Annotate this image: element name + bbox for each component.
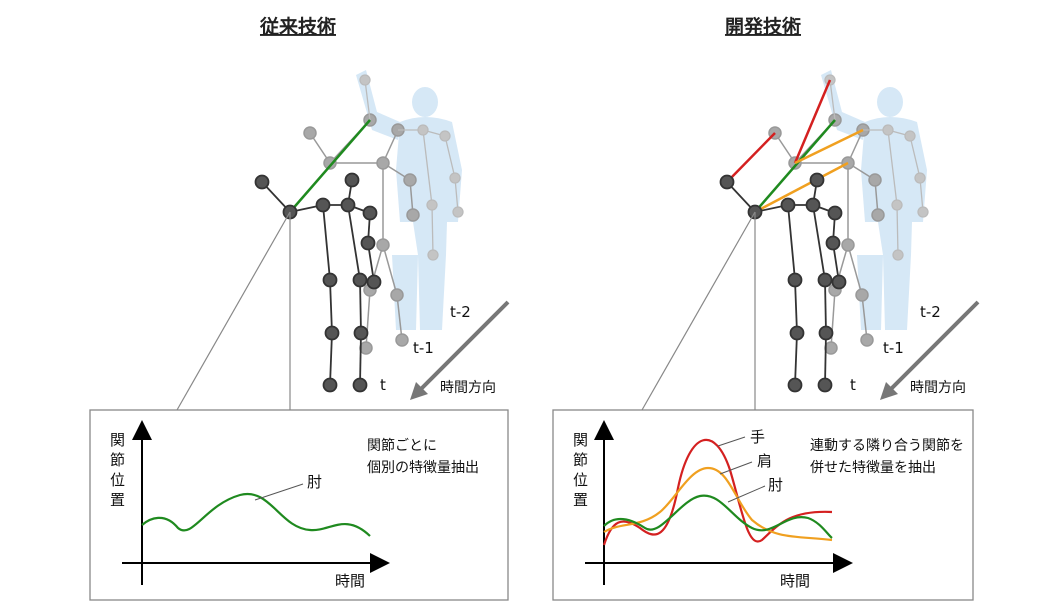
left-graph: 関 節 位 置 時間 関節ごとに 個別の特徴量抽出 肘: [89, 409, 509, 601]
skeleton-t1-icon: [303, 113, 420, 355]
skeleton-t-icon: [719, 172, 847, 393]
left-graph-box: [89, 409, 509, 601]
time-arrow-head: [410, 382, 428, 400]
right-graph: 関 節 位 置 時間 連動する隣り合う関節を 併せた特徴量を抽出 手 肩 肘: [552, 409, 974, 601]
right-elbow-label: 肘: [768, 476, 783, 494]
time-arrow-icon: [416, 300, 510, 394]
right-ylabel-2: 位: [573, 471, 588, 489]
left-ylabel-2: 位: [110, 471, 125, 489]
shoulder-link-a: [754, 161, 849, 214]
right-elbow-leader: [727, 485, 766, 503]
right-shoulder-curve: [603, 466, 833, 542]
left-note-line-1: 個別の特徴量抽出: [367, 460, 479, 476]
label-t: t: [380, 376, 386, 394]
right-xlabel: 時間: [780, 572, 810, 590]
left-note-line-0: 関節ごとに: [367, 437, 437, 454]
label-t: t: [850, 376, 856, 394]
left-xlabel: 時間: [335, 572, 365, 590]
label-t-1: t-1: [883, 339, 904, 357]
hand-link-a: [726, 132, 776, 183]
skeleton-t2-icon: [824, 74, 929, 261]
right-ylabel-0: 関: [573, 431, 588, 449]
zoom-line-left: [176, 211, 291, 411]
time-direction-label: 時間方向: [440, 380, 496, 396]
elbow-temporal-link: [289, 119, 371, 213]
zoom-line-left: [641, 211, 756, 411]
right-figure-group: t-2 t-1 t 時間方向: [641, 70, 980, 411]
left-ylabel-3: 置: [110, 491, 125, 509]
right-hand-label: 手: [750, 428, 765, 446]
silhouette-icon: [821, 70, 927, 330]
right-ylabel-1: 節: [573, 451, 588, 469]
label-t-1: t-1: [413, 339, 434, 357]
left-figure-group: t-2 t-1 t 時間方向: [176, 70, 510, 411]
right-shoulder-leader: [719, 461, 753, 475]
right-shoulder-label: 肩: [757, 452, 772, 470]
elbow-link: [754, 119, 836, 213]
time-arrow-icon: [886, 300, 980, 394]
right-note-line-0: 連動する隣り合う関節を: [810, 437, 964, 454]
left-elbow-curve: [141, 492, 371, 537]
label-t-2: t-2: [920, 303, 941, 321]
left-title: 従来技術: [259, 15, 336, 38]
left-elbow-leader: [254, 483, 304, 501]
right-note-line-1: 併せた特徴量を抽出: [810, 460, 936, 476]
left-elbow-label: 肘: [307, 473, 322, 491]
left-ylabel-1: 節: [110, 451, 125, 469]
right-title: 開発技術: [725, 15, 801, 38]
hand-link-b: [793, 79, 832, 164]
right-graph-box: [552, 409, 974, 601]
label-t-2: t-2: [450, 303, 471, 321]
shoulder-link-b: [794, 128, 864, 165]
skeleton-t2-icon: [359, 74, 464, 261]
time-arrow-head: [880, 382, 898, 400]
right-elbow-curve: [603, 494, 833, 539]
skeleton-t-icon: [254, 172, 382, 393]
right-hand-curve: [602, 438, 833, 546]
left-ylabel-0: 関: [110, 431, 125, 449]
right-hand-leader: [717, 436, 746, 447]
time-direction-label: 時間方向: [910, 380, 966, 396]
right-ylabel-3: 置: [573, 491, 588, 509]
